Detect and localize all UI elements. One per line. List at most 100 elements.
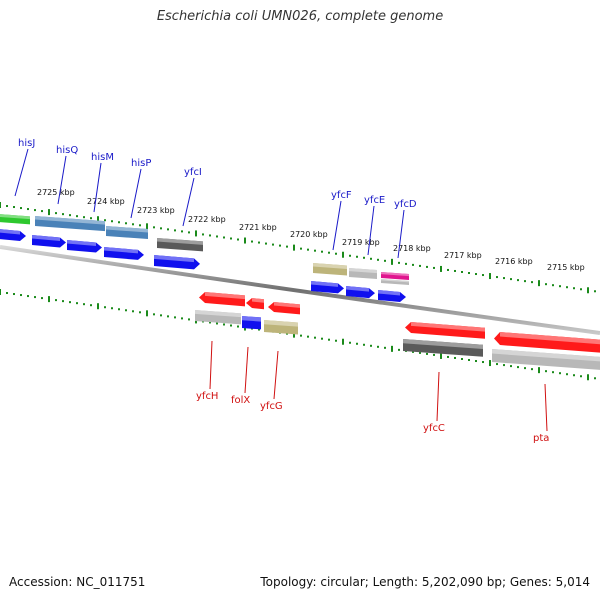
gene-label-yfcE: yfcE [364, 195, 385, 206]
reverse-major-tick [97, 303, 99, 310]
forward-minor-tick [258, 241, 260, 244]
reverse-minor-tick [104, 306, 106, 309]
map-title: Escherichia coli UMN026, complete genome [156, 9, 444, 24]
forward-major-tick [440, 265, 442, 272]
kbp-label: 2723 kbp [137, 206, 175, 215]
forward-minor-tick [125, 222, 127, 225]
forward-major-tick [489, 273, 491, 280]
forward-minor-tick [475, 273, 477, 276]
forward-minor-tick [132, 223, 134, 226]
gene-feature-gray [157, 238, 203, 252]
forward-minor-tick [531, 281, 533, 284]
forward-minor-tick [90, 217, 92, 220]
accession-text: Accession: NC_011751 [9, 575, 146, 589]
forward-tick-track [0, 202, 596, 294]
forward-minor-tick [314, 249, 316, 252]
gene-feature-magenta [381, 272, 409, 281]
forward-minor-tick [216, 235, 218, 238]
reverse-minor-tick [475, 360, 477, 363]
forward-major-tick [195, 230, 197, 237]
forward-minor-tick [573, 287, 575, 290]
leader-line [397, 209, 405, 259]
forward-minor-tick [230, 237, 232, 240]
forward-minor-tick [139, 224, 141, 227]
forward-minor-tick [433, 266, 435, 269]
gene-feature-lightgray [195, 310, 241, 325]
gene-feature-lightgray [381, 279, 409, 286]
forward-minor-tick [335, 252, 337, 255]
forward-minor-tick [300, 247, 302, 250]
leader-line [93, 162, 102, 213]
forward-minor-tick [447, 268, 449, 271]
reverse-minor-tick [139, 311, 141, 314]
reverse-major-tick [0, 289, 1, 295]
reverse-major-tick [538, 367, 540, 374]
forward-minor-tick [405, 262, 407, 265]
reverse-minor-tick [125, 309, 127, 312]
reverse-minor-tick [20, 294, 22, 297]
kbp-label: 2718 kbp [393, 244, 431, 253]
forward-minor-tick [111, 220, 113, 223]
reverse-minor-tick [314, 336, 316, 339]
forward-minor-tick [566, 286, 568, 289]
forward-minor-tick [398, 261, 400, 264]
reverse-minor-tick [566, 373, 568, 376]
gene-label-yfcC: yfcC [423, 423, 445, 434]
forward-minor-tick [377, 258, 379, 261]
forward-minor-tick [412, 263, 414, 266]
forward-minor-tick [517, 279, 519, 282]
leader-line [544, 383, 548, 432]
forward-major-tick [538, 280, 540, 287]
reverse-minor-tick [167, 315, 169, 318]
reverse-minor-tick [132, 310, 134, 313]
reverse-minor-tick [419, 351, 421, 354]
gene-arrow-red [199, 292, 245, 307]
forward-major-tick [587, 287, 589, 294]
kbp-label: 2724 kbp [87, 197, 125, 206]
forward-minor-tick [454, 269, 456, 272]
reverse-minor-tick [552, 371, 554, 374]
reverse-minor-tick [41, 297, 43, 300]
reverse-minor-tick [307, 335, 309, 338]
gene-arrow-red [494, 332, 600, 353]
reverse-minor-tick [335, 339, 337, 342]
forward-minor-tick [69, 214, 71, 217]
reverse-minor-tick [160, 314, 162, 317]
reverse-major-tick [342, 338, 344, 345]
kbp-labels: 2725 kbp 2724 kbp 2723 kbp 2722 kbp 2721 kbp… [37, 188, 585, 272]
forward-major-tick [48, 209, 50, 216]
leader-line [367, 205, 375, 256]
gene-feature-steel [35, 216, 105, 232]
reverse-major-tick [146, 310, 148, 317]
gene-arrow-blue [0, 229, 26, 242]
forward-minor-tick [307, 248, 309, 251]
forward-minor-tick [13, 206, 15, 209]
forward-minor-tick [545, 283, 547, 286]
reverse-minor-tick [34, 296, 36, 299]
forward-minor-tick [41, 210, 43, 213]
reverse-major-tick [391, 345, 393, 352]
kbp-label: 2719 kbp [342, 238, 380, 247]
reverse-minor-tick [230, 324, 232, 327]
gene-arrow-blue [311, 281, 344, 294]
reverse-minor-tick [118, 308, 120, 311]
reverse-minor-tick [356, 342, 358, 345]
forward-minor-tick [188, 231, 190, 234]
gene-label-hisM: hisM [91, 152, 114, 163]
forward-minor-tick [524, 280, 526, 283]
forward-minor-tick [321, 250, 323, 253]
forward-major-tick [97, 216, 99, 223]
reverse-minor-tick [573, 374, 575, 377]
gene-label-hisQ: hisQ [56, 145, 78, 156]
forward-major-tick [293, 244, 295, 251]
reverse-minor-tick [258, 328, 260, 331]
reverse-minor-tick [223, 323, 225, 326]
reverse-minor-tick [461, 357, 463, 360]
gene-label-hisP: hisP [131, 158, 151, 169]
forward-minor-tick [237, 238, 239, 241]
reverse-tick-track [0, 289, 596, 381]
gene-arrow-blue [104, 247, 144, 260]
gene-feature-lightgray [349, 268, 377, 280]
reverse-minor-tick [188, 318, 190, 321]
gene-label-yfcH: yfcH [196, 391, 218, 402]
